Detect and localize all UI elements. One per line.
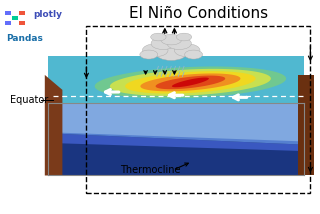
Text: Pandas: Pandas — [6, 34, 43, 43]
Polygon shape — [48, 56, 304, 103]
Ellipse shape — [151, 37, 175, 49]
Ellipse shape — [142, 44, 168, 57]
Text: Thermocline: Thermocline — [120, 165, 181, 175]
Text: El Niño Conditions: El Niño Conditions — [129, 6, 268, 21]
Polygon shape — [298, 75, 314, 175]
Polygon shape — [45, 75, 62, 175]
Bar — [19, 11, 25, 15]
Ellipse shape — [140, 50, 158, 59]
Polygon shape — [48, 103, 304, 175]
Bar — [19, 21, 25, 25]
Polygon shape — [140, 73, 240, 91]
Ellipse shape — [167, 37, 191, 49]
Polygon shape — [48, 103, 304, 141]
Polygon shape — [172, 77, 209, 87]
Polygon shape — [95, 67, 286, 98]
Polygon shape — [82, 64, 299, 100]
Ellipse shape — [155, 44, 187, 61]
Polygon shape — [48, 103, 304, 145]
Polygon shape — [48, 133, 304, 151]
Bar — [5, 21, 11, 25]
Polygon shape — [110, 69, 271, 96]
Ellipse shape — [174, 44, 200, 57]
Bar — [12, 16, 18, 20]
Ellipse shape — [185, 50, 203, 59]
Ellipse shape — [176, 33, 192, 41]
Bar — [86, 26, 310, 193]
Bar — [5, 11, 11, 15]
Text: Equator: Equator — [10, 95, 48, 104]
Ellipse shape — [151, 33, 166, 41]
Text: plotly: plotly — [34, 10, 63, 19]
Polygon shape — [156, 76, 225, 89]
Polygon shape — [125, 71, 256, 94]
Ellipse shape — [161, 34, 182, 45]
